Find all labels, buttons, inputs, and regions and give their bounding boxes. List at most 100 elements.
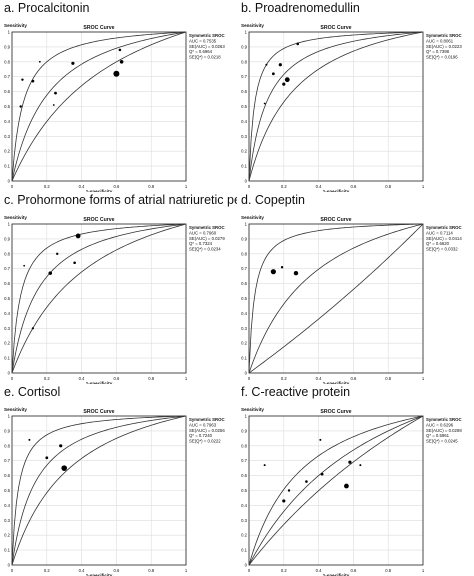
stats-line: AUC = 0.7963 [189, 422, 217, 427]
x-tick-label: 0.8 [385, 376, 391, 381]
y-tick-label: 0.5 [241, 104, 247, 109]
sroc-curve [248, 415, 424, 566]
x-tick-label: 0.6 [113, 184, 119, 189]
stats-line: AUC = 0.7535 [189, 38, 217, 43]
y-axis-label: Sensitivity [4, 407, 27, 412]
chart-title: SROC Curve [83, 409, 114, 415]
y-tick-label: 0.9 [4, 236, 10, 241]
study-point [23, 264, 26, 267]
x-tick-label: 0.4 [79, 376, 85, 381]
y-tick-label: 0.1 [4, 356, 10, 361]
x-tick-label: 0.6 [350, 376, 356, 381]
stats-line: SE(AUC) = 0.0256 [189, 428, 225, 433]
sroc-chart: 0 0.2 0.4 0.6 0.8 1 0 0.1 0.2 0.3 0.4 0.5 0.6 0.7 0.8 0… [241, 407, 462, 576]
y-tick-label: 0.8 [241, 443, 247, 448]
y-tick-label: 0.7 [241, 266, 247, 271]
x-tick-label: 0.6 [350, 568, 356, 573]
panel-title: c. Prohormone forms of atrial natriureti… [4, 193, 237, 207]
panel-title: f. C-reactive protein [241, 385, 351, 399]
study-point [31, 327, 34, 330]
sroc-curve [11, 31, 186, 180]
sroc-curve [248, 31, 423, 179]
sroc-curve [248, 31, 423, 181]
y-tick-label: 0.7 [241, 458, 247, 463]
sroc-curve [248, 31, 423, 181]
stats-line: SE(Q*) = 0.0196 [426, 55, 458, 60]
x-axis-label: 1-specificity [323, 189, 350, 192]
sroc-curve [11, 415, 186, 565]
x-tick-label: 0.2 [281, 184, 287, 189]
stats-line: Q* = 0.6964 [189, 49, 213, 54]
y-tick-label: 0.1 [241, 548, 247, 553]
panel-title: e. Cortisol [4, 385, 61, 399]
x-tick-label: 0 [248, 568, 251, 573]
chart-title: SROC Curve [320, 25, 351, 31]
y-tick-label: 0.8 [4, 251, 10, 256]
y-tick-label: 0.5 [4, 296, 10, 301]
study-point [282, 82, 286, 86]
y-tick-label: 0.3 [241, 326, 247, 331]
study-point [270, 269, 276, 275]
y-tick-label: 0.6 [4, 281, 10, 286]
stats-line: AUC = 0.6296 [426, 422, 454, 427]
sroc-curve [11, 31, 187, 181]
x-tick-label: 0.4 [316, 376, 322, 381]
x-tick-label: 0 [248, 184, 251, 189]
y-tick-label: 0.1 [241, 356, 247, 361]
y-tick-label: 0.2 [241, 341, 247, 346]
stats-line: SE(AUC) = 0.0223 [426, 44, 462, 49]
y-tick-label: 0.6 [241, 89, 247, 94]
study-point [287, 489, 291, 492]
panel-copeptin: d. Copeptin 0 0.2 0.4 0.6 0.8 1 0 0.1 0.2 0.3 0.4 0… [237, 192, 474, 384]
stats-line: AUC = 0.8061 [426, 38, 454, 43]
y-tick-label: 0.3 [4, 326, 10, 331]
y-tick-label: 0.2 [241, 149, 247, 154]
stats-line: SE(AUC) = 0.0298 [426, 428, 462, 433]
sroc-curve [11, 415, 186, 565]
study-point [61, 465, 67, 471]
study-point [75, 233, 81, 239]
y-tick-label: 0.1 [4, 164, 10, 169]
y-tick-label: 1 [8, 222, 11, 227]
panel-proanp: c. Prohormone forms of atrial natriureti… [0, 192, 237, 384]
study-point [119, 60, 124, 64]
y-tick-label: 0.5 [4, 104, 10, 109]
study-point [344, 483, 349, 489]
y-tick-label: 0.6 [4, 473, 10, 478]
plot-frame [248, 223, 424, 374]
study-point [48, 271, 53, 275]
y-tick-label: 0.8 [241, 251, 247, 256]
study-point [271, 72, 275, 76]
study-point [45, 456, 49, 460]
stats-line: SE(Q*) = 0.0222 [189, 439, 221, 444]
sroc-chart: 0 0.2 0.4 0.6 0.8 1 0 0.1 0.2 0.3 0.4 0.5 0.6 0.7 0.8 0… [4, 23, 225, 192]
y-axis-label: Sensitivity [241, 407, 264, 412]
y-tick-label: 0.3 [4, 518, 10, 523]
x-tick-label: 0.8 [385, 184, 391, 189]
y-tick-label: 0.2 [241, 533, 247, 538]
stats-line: AUC = 0.7114 [426, 230, 453, 235]
x-tick-label: 0.4 [316, 184, 322, 189]
chart-title: SROC Curve [320, 409, 351, 415]
study-point [113, 70, 120, 77]
x-tick-label: 0.4 [316, 568, 322, 573]
y-tick-label: 1 [8, 414, 11, 419]
sroc-curve [11, 223, 186, 373]
y-tick-label: 0.4 [241, 311, 247, 316]
y-tick-label: 0.5 [241, 488, 247, 493]
panel-c-reactive-protein: f. C-reactive protein 0 0.2 0.4 0.6 0.8 1 0 0.1… [237, 384, 474, 576]
y-tick-label: 0.3 [4, 134, 10, 139]
stats-line: SE(AUC) = 0.0263 [189, 44, 225, 49]
y-tick-label: 0.9 [241, 236, 247, 241]
x-axis-label: 1-specificity [323, 381, 350, 384]
study-point [21, 78, 24, 81]
panel-cortisol: e. Cortisol 0 0.2 0.4 0.6 0.8 1 0 0.1 0.2 0.3 0.4 0… [0, 384, 237, 576]
y-tick-label: 0.4 [4, 119, 10, 124]
study-point [319, 438, 322, 441]
x-axis-label: 1-specificity [86, 573, 113, 576]
stats-line: Q* = 0.7240 [189, 433, 213, 438]
y-tick-label: 0.6 [241, 281, 247, 286]
y-tick-label: 0.9 [4, 44, 10, 49]
panel-proadrenomedullin: b. Proadrenomedullin 0 0.2 0.4 0.6 0.8 1 0 0.1 0… [237, 0, 474, 192]
x-tick-label: 0.4 [79, 568, 85, 573]
